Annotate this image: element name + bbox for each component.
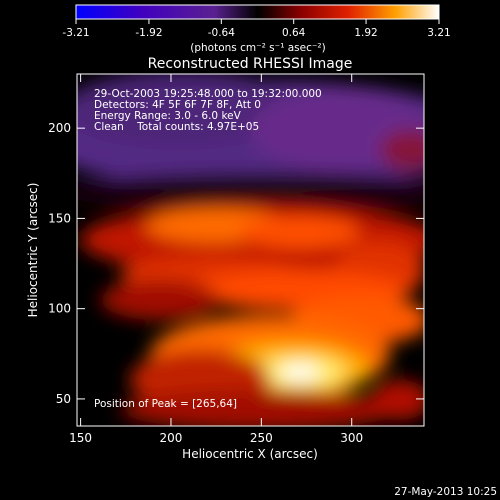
- info-annotations: 29-Oct-2003 19:25:48.000 to 19:32:00.000…: [94, 88, 322, 133]
- annotation-clean: Clean Total counts: 4.97E+05: [94, 121, 259, 133]
- colorbar: [75, 4, 440, 20]
- y-axis-label: Heliocentric Y (arcsec): [26, 183, 40, 318]
- y-tick-label: 150: [48, 211, 71, 225]
- x-tick-label: 150: [69, 431, 92, 445]
- colorbar-tick-label: -0.64: [208, 27, 235, 39]
- colorbar-tick-label: 3.21: [427, 27, 450, 39]
- annotation-time: 29-Oct-2003 19:25:48.000 to 19:32:00.000: [94, 88, 322, 100]
- y-tick-label: 50: [56, 392, 71, 406]
- y-tick-label: 200: [48, 121, 71, 135]
- colorbar-ticks: -3.21 -1.92 -0.64 0.64 1.92 3.21: [62, 19, 451, 39]
- annotation-energy: Energy Range: 3.0 - 6.0 keV: [94, 110, 242, 122]
- x-axis-label: Heliocentric X (arcsec): [182, 447, 318, 461]
- colorbar-tick-label: -1.92: [135, 27, 162, 39]
- peak-position-label: Position of Peak = [265,64]: [94, 398, 237, 410]
- annotation-detectors: Detectors: 4F 5F 6F 7F 8F, Att 0: [94, 99, 261, 111]
- colorbar-tick-label: -3.21: [62, 27, 89, 39]
- heatmap-image: [77, 74, 424, 426]
- colorbar-tick-label: 0.64: [282, 27, 306, 39]
- colorbar-unit-label: (photons cm⁻² s⁻¹ asec⁻²): [190, 42, 325, 54]
- y-tick-label: 100: [48, 302, 71, 316]
- chart-title: Reconstructed RHESSI Image: [148, 56, 353, 72]
- x-tick-label: 200: [160, 431, 183, 445]
- colorbar-tick-label: 1.92: [354, 27, 377, 39]
- y-axis-ticks: 50 100 150 200: [48, 121, 424, 406]
- x-tick-label: 250: [250, 431, 273, 445]
- x-tick-label: 300: [340, 431, 363, 445]
- footer-timestamp: 27-May-2013 10:25: [394, 486, 497, 498]
- plot-frame: [76, 73, 425, 427]
- x-axis-ticks: 150 200 250 300: [69, 74, 363, 445]
